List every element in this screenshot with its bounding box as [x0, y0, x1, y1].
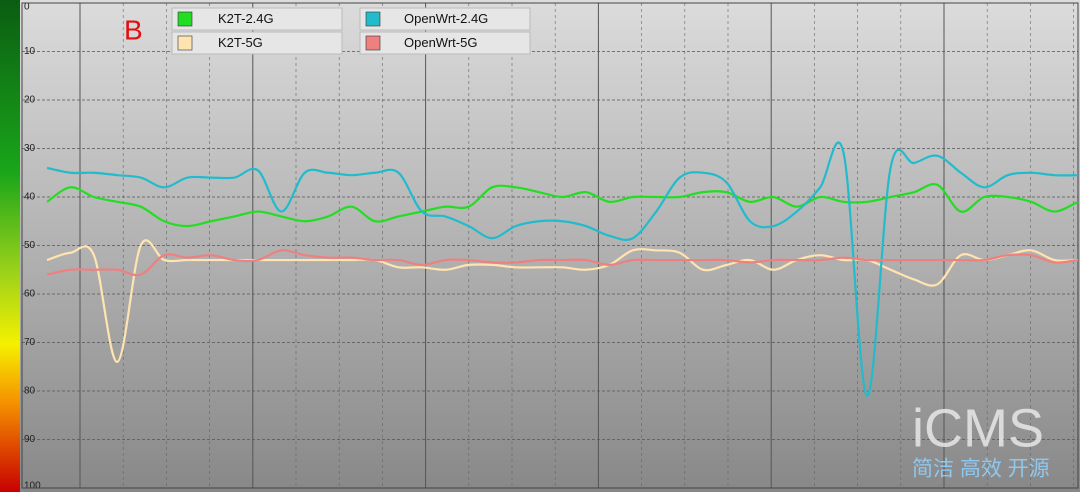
y-tick-label: 70 [24, 337, 36, 348]
legend-swatch [365, 11, 381, 27]
y-tick-label: 50 [24, 240, 36, 251]
signal-scale [0, 0, 20, 492]
grid: 0 10 20 30 40 50 60 70 80 90 100 [21, 2, 1079, 492]
legend-label: OpenWrt-2.4G [404, 11, 488, 26]
legend-label: K2T-5G [218, 35, 263, 50]
y-tick-label: 30 [24, 143, 36, 154]
series-line [46, 249, 1079, 277]
legend-swatch [177, 35, 193, 51]
legend-swatch [177, 11, 193, 27]
legend-box [359, 7, 531, 31]
legend: K2T-2.4G K2T-5G OpenWrt-2.4G OpenWrt-5G [171, 7, 531, 55]
y-tick-label: 80 [24, 386, 36, 397]
y-tick-label: 90 [24, 434, 36, 445]
y-tick-label: 60 [24, 289, 36, 300]
legend-label: OpenWrt-5G [404, 35, 477, 50]
watermark: iCMS [912, 398, 1044, 458]
panel-label: B [124, 14, 143, 45]
legend-box [359, 31, 531, 55]
y-tick-label: 10 [24, 46, 36, 57]
series-line [46, 183, 1079, 228]
legend-box [171, 7, 343, 31]
y-tick-label: 0 [24, 2, 30, 13]
series-line [46, 141, 1079, 397]
y-tick-label: 40 [24, 192, 36, 203]
y-tick-label: 100 [24, 481, 41, 492]
series-line [46, 239, 1079, 364]
y-tick-label: 20 [24, 95, 36, 106]
legend-box [171, 31, 343, 55]
plot-frame [21, 2, 1079, 489]
lines [46, 141, 1079, 397]
legend-label: K2T-2.4G [218, 11, 274, 26]
watermark-slogan: 简洁 高效 开源 [912, 458, 1050, 481]
legend-swatch [365, 35, 381, 51]
